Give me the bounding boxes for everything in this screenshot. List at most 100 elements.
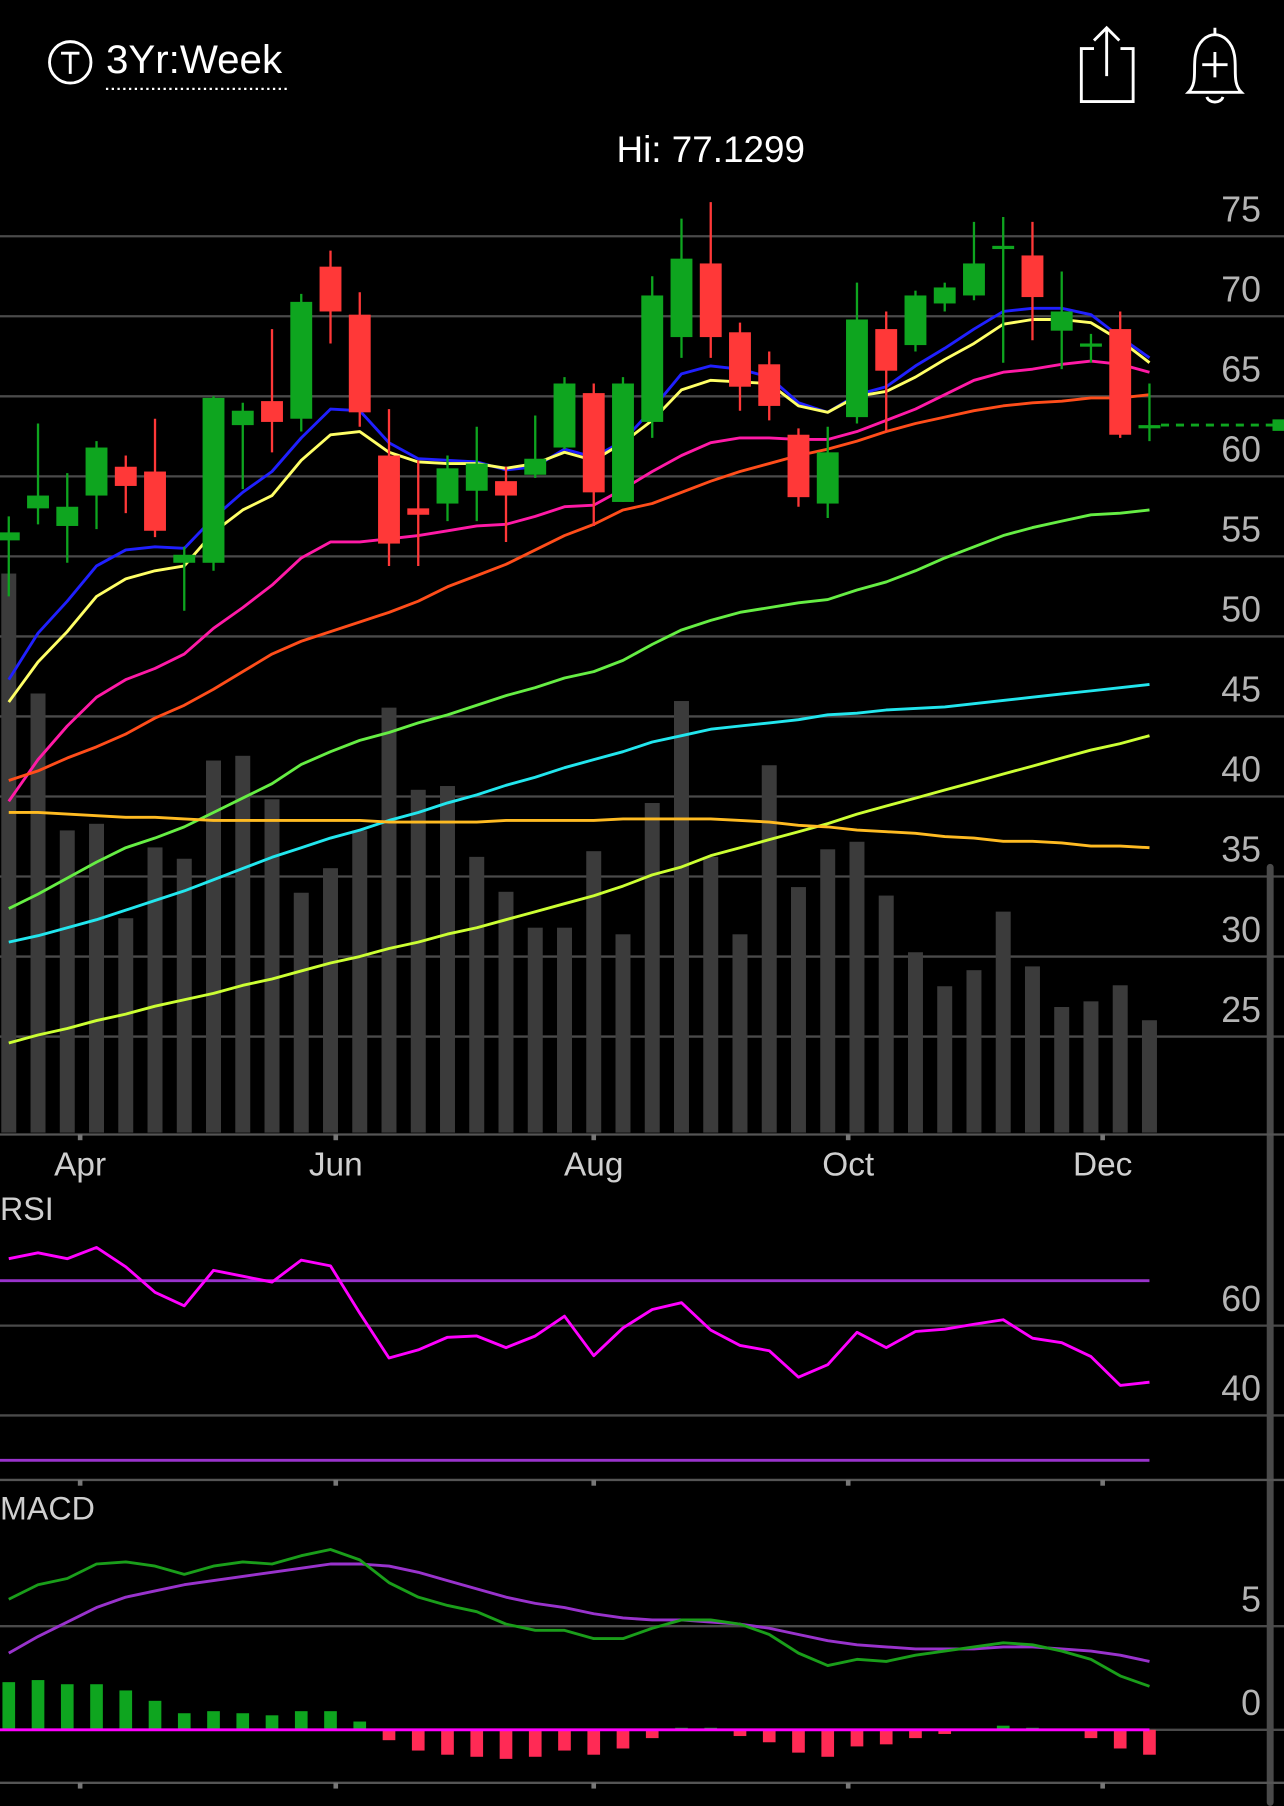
volume-bar bbox=[937, 986, 953, 1133]
histogram-bar bbox=[909, 1729, 922, 1739]
candle-body bbox=[56, 506, 79, 526]
histogram-bar bbox=[90, 1684, 103, 1730]
candle-body bbox=[641, 295, 664, 422]
candle-body bbox=[173, 554, 196, 563]
volume-bar bbox=[264, 799, 280, 1133]
candle-body bbox=[114, 466, 137, 486]
y-tick-label: 40 bbox=[1221, 750, 1261, 790]
histogram-bar bbox=[236, 1713, 250, 1730]
candle-body bbox=[699, 263, 722, 338]
candle-body bbox=[992, 245, 1015, 250]
histogram-bar bbox=[294, 1711, 308, 1730]
y-tick-label: 40 bbox=[1221, 1369, 1261, 1409]
candle-body bbox=[582, 393, 605, 493]
candle-body bbox=[436, 468, 459, 504]
candle-body bbox=[846, 319, 868, 418]
volume-bar bbox=[1083, 1001, 1099, 1133]
histogram-bar bbox=[645, 1729, 659, 1739]
histogram-bar bbox=[324, 1711, 337, 1730]
histogram-bar bbox=[996, 1725, 1010, 1730]
panel-title: RSI bbox=[0, 1191, 54, 1227]
timeframe-icon[interactable] bbox=[48, 40, 93, 85]
histogram-bar bbox=[616, 1729, 630, 1749]
volume-bar bbox=[761, 765, 777, 1133]
candle-body bbox=[963, 263, 985, 296]
histogram-bar bbox=[265, 1715, 279, 1730]
volume-bar bbox=[176, 858, 192, 1133]
y-tick-label: 50 bbox=[1221, 590, 1261, 630]
candle-body bbox=[348, 314, 371, 413]
volume-bar bbox=[1141, 1020, 1157, 1133]
histogram-bar bbox=[762, 1729, 776, 1743]
y-tick-label: 35 bbox=[1221, 830, 1261, 870]
histogram-bar bbox=[850, 1729, 864, 1747]
timeframe-label[interactable]: 3Yr:Week bbox=[106, 37, 283, 82]
histogram-bar bbox=[177, 1713, 191, 1730]
histogram-bar bbox=[31, 1680, 45, 1730]
x-tick-label: Apr bbox=[54, 1147, 106, 1184]
candle-body bbox=[319, 266, 342, 312]
volume-bar bbox=[89, 823, 105, 1133]
panel-title: MACD bbox=[0, 1491, 95, 1527]
moving-average-line bbox=[7, 306, 1151, 681]
high-annotation: Hi: 77.1299 bbox=[617, 129, 805, 170]
y-tick-label: 45 bbox=[1221, 670, 1261, 710]
scrollbar[interactable] bbox=[1266, 863, 1274, 1806]
volume-bar bbox=[966, 970, 982, 1133]
candle-body bbox=[495, 481, 517, 496]
histogram-bar bbox=[1113, 1729, 1127, 1749]
candle-body bbox=[875, 329, 898, 371]
volume-bar bbox=[703, 856, 719, 1133]
x-tick-label: Jun bbox=[309, 1147, 363, 1184]
volume-bar bbox=[732, 934, 748, 1133]
volume-bar bbox=[235, 755, 251, 1133]
candle-body bbox=[144, 471, 166, 531]
volume-bar bbox=[674, 701, 689, 1133]
candle-body bbox=[933, 287, 956, 304]
moving-average-line bbox=[8, 734, 1150, 1045]
volume-bar bbox=[410, 789, 426, 1133]
y-tick-label: 60 bbox=[1221, 430, 1261, 470]
histogram-bar bbox=[587, 1729, 601, 1755]
x-tick-label: Oct bbox=[822, 1147, 875, 1184]
moving-average-line bbox=[8, 393, 1150, 782]
volume-bar bbox=[878, 895, 894, 1133]
volume-bar bbox=[498, 891, 514, 1133]
volume-bar bbox=[293, 892, 309, 1133]
candle-body bbox=[1050, 311, 1073, 331]
histogram-bar bbox=[821, 1729, 835, 1757]
volume-bar bbox=[118, 918, 134, 1133]
share-button[interactable] bbox=[1079, 25, 1135, 103]
histogram-bar bbox=[382, 1729, 396, 1741]
histogram-bar bbox=[558, 1729, 571, 1751]
moving-average-line bbox=[8, 811, 1150, 850]
alert-button[interactable] bbox=[1184, 27, 1245, 104]
histogram-bar bbox=[470, 1729, 484, 1757]
histogram-bar bbox=[441, 1729, 454, 1755]
candle-body bbox=[904, 295, 927, 346]
histogram-bar bbox=[879, 1729, 893, 1745]
candle-body bbox=[378, 455, 400, 544]
histogram-bar bbox=[60, 1684, 74, 1730]
y-tick-label: 30 bbox=[1221, 910, 1261, 950]
volume-bar bbox=[527, 927, 543, 1133]
candle-body bbox=[202, 397, 225, 563]
candle-body bbox=[612, 383, 634, 502]
histogram-bar bbox=[353, 1721, 367, 1730]
volume-bar bbox=[995, 911, 1011, 1133]
moving-average-line bbox=[8, 508, 1150, 910]
histogram-bar bbox=[938, 1729, 952, 1734]
y-tick-label: 65 bbox=[1221, 350, 1261, 390]
candle-body bbox=[1109, 329, 1132, 435]
candle-body bbox=[816, 452, 839, 504]
volume-bar bbox=[907, 952, 923, 1133]
volume-bar bbox=[1, 573, 17, 1133]
y-tick-label: 70 bbox=[1221, 270, 1261, 310]
volume-bar bbox=[469, 856, 485, 1133]
candle-body bbox=[1080, 343, 1102, 347]
volume-bar bbox=[147, 847, 163, 1133]
histogram-bar bbox=[733, 1729, 747, 1737]
y-tick-label: 5 bbox=[1241, 1579, 1261, 1619]
